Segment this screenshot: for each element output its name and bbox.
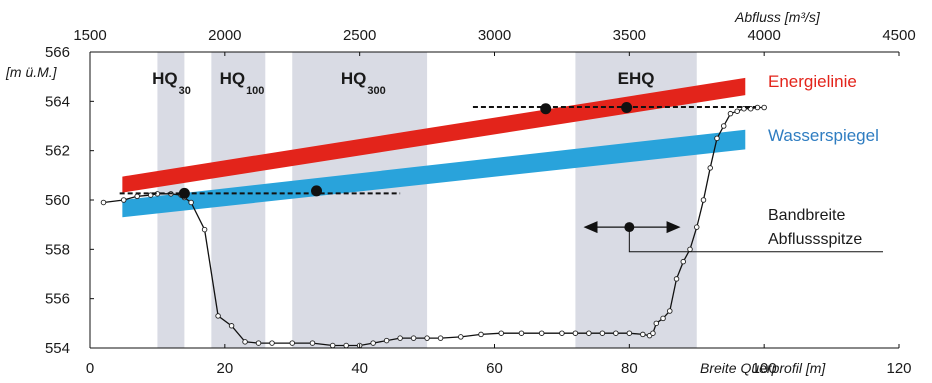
cross-section-point [424,335,430,341]
bottom-tick-label: 100 [752,360,777,377]
cross-section-point [201,226,208,233]
cross-section-point [215,313,221,319]
left-axis-title: [m ü.M.] [5,64,58,80]
cross-section-point [498,330,504,336]
cross-section-point [687,246,693,253]
cross-section-point [707,165,713,171]
cross-section-point [437,335,444,341]
top-tick-label: 4500 [882,27,915,44]
cross-section-point [572,330,579,336]
legend-wasserspiegel: Wasserspiegel [768,126,879,145]
annotation-bandbreite: Bandbreite [768,207,845,224]
cross-section-point [559,330,565,336]
cross-section-point [383,337,390,344]
left-tick-label: 566 [45,44,70,61]
cross-section-point [626,330,633,336]
left-tick-label: 556 [45,291,70,308]
top-tick-label: 2000 [208,27,241,44]
cross-section-point [720,123,727,129]
annotation-abflussspitze: Abflussspitze [768,231,862,248]
cross-section-point [660,315,666,322]
bottom-tick-label: 120 [886,360,911,377]
bottom-tick-label: 80 [621,360,638,377]
range-marker-arrow-left [583,221,598,234]
top-axis-title: Abfluss [m³/s] [734,9,821,25]
cross-section-point [134,193,140,200]
cross-section-point [538,330,545,336]
left-tick-label: 558 [45,241,70,258]
hq-band-label-1: HQ [220,69,246,88]
cross-section-point [700,197,707,203]
bottom-tick-label: 0 [86,360,94,377]
hq-band-label-2: HQ [341,69,367,88]
level-point [621,102,633,113]
cross-section-point [518,330,525,336]
cross-section-point [329,342,336,349]
cross-section-point [727,110,734,117]
top-tick-label: 2500 [343,27,376,44]
cross-section-point [370,340,376,346]
cross-section-point [714,135,720,142]
cross-section-point [120,197,127,203]
cross-section-point [599,330,606,336]
cross-section-point [673,276,680,282]
cross-section-point [343,342,349,349]
level-lines [119,102,757,199]
ribbon-wasserspiegel [122,129,746,218]
top-tick-label: 3000 [478,27,511,44]
top-tick-label: 1500 [73,27,106,44]
cross-section-point [309,340,316,346]
bottom-axis-title: Breite Querprofil [m] [700,360,826,376]
cross-section-point [100,199,107,206]
cross-section-point [761,104,767,111]
hq-band-label-0: HQ [152,69,178,88]
cross-section-point [255,340,262,346]
hq-band-sub-0: 30 [179,85,191,97]
cross-section-point [694,224,700,230]
cross-section-point [478,331,484,338]
cross-section-point [269,340,275,346]
left-tick-label: 560 [45,192,70,209]
cross-section-point [188,199,194,206]
cross-section [100,104,767,349]
range-marker-leader [628,227,883,253]
level-point [540,103,552,115]
range-marker-center [624,222,635,233]
left-tick-label: 554 [45,340,70,357]
cross-section-point [613,330,619,336]
cross-section-point [734,108,740,114]
cross-section-point [650,330,656,336]
cross-section-point [410,335,417,341]
cross-section-point [653,320,660,327]
cross-section-point [289,340,296,346]
axes: 1500 2000 2500 3000 3500 4000 4500 0 20 40 60 80 100… [45,27,916,377]
range-marker [583,221,883,253]
cross-section-point [242,339,248,345]
level-point [178,187,190,199]
cross-section-point [458,334,464,340]
bottom-tick-label: 60 [486,360,503,377]
top-tick-label: 3500 [613,27,646,44]
left-tick-label: 564 [45,93,70,110]
hq-band-sub-1: 100 [246,85,264,97]
top-tick-label: 4000 [747,27,780,44]
level-point [311,185,323,197]
legend-energielinie: Energielinie [768,72,857,91]
hq-band-sub-2: 300 [367,85,385,97]
hq-band-2 [292,52,428,348]
cross-section-point [228,323,235,329]
cross-section-point [667,308,673,314]
cross-section-point [640,331,646,338]
bottom-tick-label: 40 [351,360,368,377]
hq-band-label-3: EHQ [618,69,655,88]
range-marker-arrow-right [666,221,681,234]
cross-section-point [680,258,687,265]
cross-section-point [586,330,592,336]
bottom-tick-label: 20 [216,360,233,377]
left-tick-label: 562 [45,143,70,160]
cross-section-point [397,335,403,341]
